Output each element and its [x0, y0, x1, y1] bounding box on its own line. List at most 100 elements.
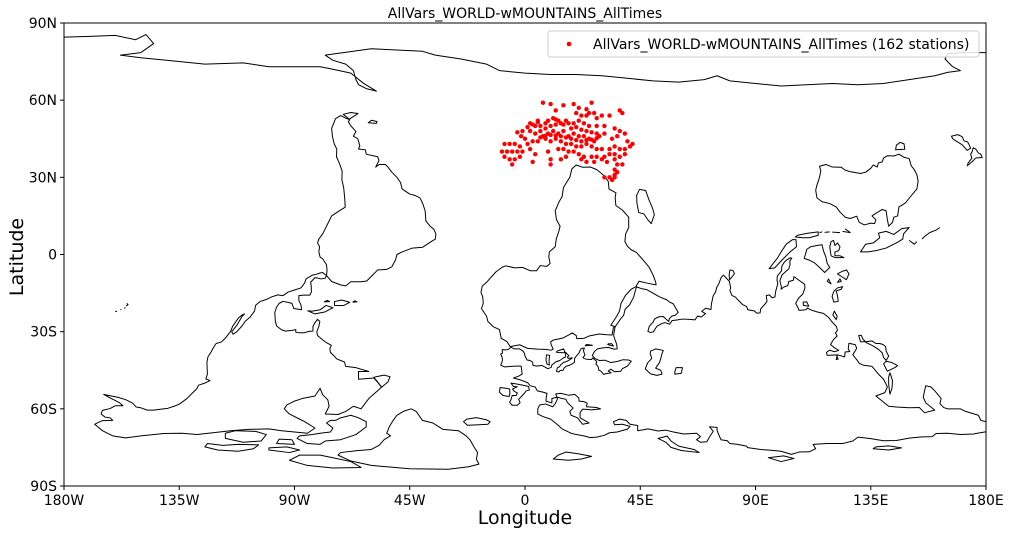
station-point — [520, 128, 525, 134]
coast-cyprus — [608, 344, 614, 346]
station-point — [599, 146, 605, 152]
coast-newfoundland — [374, 375, 390, 387]
station-point — [543, 133, 548, 138]
coast-arctic-island-3 — [277, 439, 295, 444]
coast-ellesmere — [289, 455, 361, 468]
y-axis-label: Latitude — [6, 218, 28, 296]
x-tick-label: 45E — [627, 493, 654, 509]
station-point — [609, 136, 615, 141]
station-point — [548, 123, 553, 129]
station-point — [522, 136, 528, 141]
coast-new-zealand-north — [967, 148, 982, 166]
coast-arctic-island-2 — [269, 447, 300, 453]
station-point — [586, 110, 592, 116]
station-point — [548, 101, 553, 107]
coast-sulawesi — [830, 240, 844, 257]
coast-australia — [816, 154, 918, 226]
coast-lesser-sunda — [820, 229, 851, 233]
station-point — [520, 149, 525, 154]
coast-novaya-zemlya — [658, 436, 699, 452]
coast-new-siberian — [873, 446, 901, 450]
station-point — [612, 151, 617, 157]
station-point — [517, 154, 523, 159]
station-point — [604, 159, 610, 165]
station-point — [622, 131, 628, 136]
station-point — [612, 157, 617, 162]
station-point — [530, 122, 535, 127]
station-point — [571, 101, 576, 107]
station-point — [509, 149, 515, 154]
station-point — [579, 139, 584, 144]
station-point — [571, 131, 576, 136]
station-point — [594, 154, 599, 159]
station-point — [535, 139, 541, 144]
station-point — [499, 149, 505, 154]
station-point — [584, 141, 589, 147]
coast-new-guinea — [861, 227, 910, 251]
x-tick-label: 90E — [742, 493, 769, 509]
station-point — [574, 137, 579, 143]
coast-puerto-rico — [353, 301, 357, 302]
station-point — [615, 133, 620, 139]
y-axis-ticks: 90N 60N 30N 0 30S 60S 90S — [29, 16, 64, 495]
y-tick-label: 60S — [30, 402, 57, 418]
coast-africa — [481, 165, 656, 350]
station-point — [579, 144, 584, 149]
station-point — [594, 131, 599, 136]
station-point — [550, 128, 556, 134]
x-axis-ticks: 180W 135W 90W 45W 0 45E 90E 135E 180E — [44, 486, 1004, 509]
x-tick-label: 180W — [44, 493, 85, 509]
station-point — [525, 141, 530, 147]
station-point — [571, 149, 576, 154]
station-point — [548, 132, 553, 138]
x-tick-label: 0 — [521, 493, 530, 509]
coast-hainan — [803, 302, 809, 306]
coast-java — [795, 232, 818, 238]
y-tick-label: 60N — [29, 93, 57, 109]
x-tick-label: 135W — [159, 493, 200, 509]
x-tick-label: 180E — [968, 493, 1004, 509]
coast-hawaii — [115, 303, 128, 311]
station-point — [533, 151, 538, 157]
station-point — [535, 119, 541, 125]
station-point — [540, 100, 546, 105]
coast-victoria-island — [225, 431, 266, 443]
station-point — [563, 154, 569, 159]
coast-madagascar — [637, 189, 655, 223]
station-point — [538, 128, 543, 134]
x-axis-label: Longitude — [478, 507, 573, 529]
station-point — [591, 110, 597, 116]
station-point — [607, 113, 612, 118]
station-point — [579, 113, 584, 118]
y-tick-label: 30S — [30, 325, 57, 341]
coast-baffin — [297, 415, 366, 444]
coast-iceland — [464, 418, 491, 426]
station-point — [553, 108, 558, 113]
coast-severnaya — [768, 456, 794, 462]
station-point — [574, 110, 579, 116]
station-point — [530, 139, 535, 144]
station-point — [543, 136, 548, 141]
coast-ireland — [499, 387, 510, 396]
station-point — [576, 133, 581, 139]
station-point — [602, 123, 607, 129]
coast-jamaica — [324, 300, 329, 302]
coast-taiwan — [833, 311, 837, 319]
y-tick-label: 0 — [48, 248, 57, 264]
station-point — [548, 162, 553, 167]
coast-arctic-island-1 — [205, 444, 259, 452]
coast-south-america — [318, 116, 436, 286]
station-point — [515, 130, 520, 135]
station-point — [561, 146, 566, 152]
station-point — [512, 157, 517, 162]
station-point — [607, 151, 612, 157]
coast-eurasia — [501, 258, 986, 455]
coast-hispaniola — [334, 300, 349, 306]
station-point — [599, 113, 605, 118]
station-point — [584, 137, 589, 143]
station-point — [553, 133, 558, 138]
coastlines — [64, 35, 986, 470]
station-point — [561, 122, 566, 127]
station-point — [553, 122, 558, 127]
